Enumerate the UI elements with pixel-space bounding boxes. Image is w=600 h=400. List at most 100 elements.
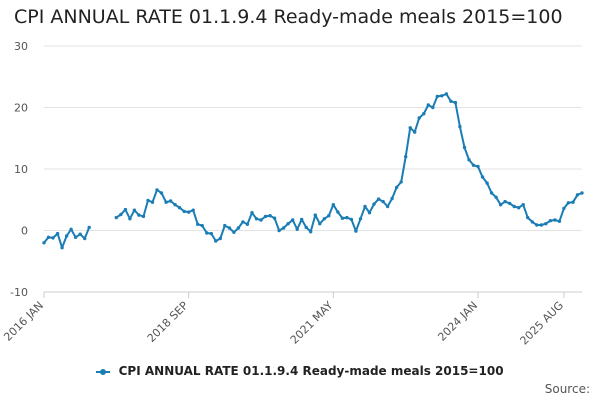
data-point[interactable] [209, 231, 213, 236]
data-point[interactable] [376, 197, 381, 201]
data-point[interactable] [399, 180, 403, 184]
data-point[interactable] [322, 217, 326, 221]
data-point[interactable] [277, 228, 281, 233]
data-point[interactable] [137, 213, 141, 217]
data-point[interactable] [494, 195, 498, 199]
data-point[interactable] [354, 229, 358, 233]
data-point[interactable] [78, 232, 82, 236]
data-point[interactable] [214, 239, 218, 243]
data-point[interactable] [309, 230, 313, 234]
data-point[interactable] [182, 209, 186, 214]
data-point[interactable] [453, 100, 458, 105]
data-point[interactable] [318, 222, 322, 226]
data-point[interactable] [458, 124, 462, 129]
data-point[interactable] [191, 208, 195, 212]
data-point[interactable] [566, 201, 571, 205]
data-point[interactable] [498, 203, 503, 207]
data-point[interactable] [69, 227, 73, 231]
data-point[interactable] [114, 215, 119, 220]
data-point[interactable] [227, 226, 232, 230]
data-point[interactable] [259, 218, 263, 222]
data-point[interactable] [535, 223, 539, 227]
data-point[interactable] [385, 204, 390, 209]
data-point[interactable] [223, 223, 227, 228]
data-point[interactable] [435, 94, 439, 99]
data-point[interactable] [476, 164, 480, 169]
data-point[interactable] [164, 200, 168, 204]
data-point[interactable] [367, 211, 372, 215]
data-point[interactable] [408, 126, 412, 130]
data-point[interactable] [218, 236, 222, 241]
data-point[interactable] [521, 203, 525, 207]
data-point[interactable] [571, 200, 575, 204]
data-point[interactable] [250, 211, 254, 215]
data-point[interactable] [236, 226, 241, 230]
data-point[interactable] [390, 196, 394, 201]
data-point[interactable] [42, 241, 46, 245]
data-point[interactable] [381, 199, 385, 204]
data-point[interactable] [358, 217, 363, 221]
data-point[interactable] [462, 145, 467, 150]
data-point[interactable] [449, 99, 453, 104]
data-point[interactable] [241, 220, 245, 224]
data-point[interactable] [413, 130, 417, 134]
data-point[interactable] [512, 204, 516, 209]
data-point[interactable] [526, 215, 530, 220]
data-point[interactable] [580, 191, 584, 195]
data-point[interactable] [286, 222, 290, 226]
data-point[interactable] [349, 217, 354, 222]
data-point[interactable] [83, 236, 87, 241]
data-point[interactable] [440, 94, 444, 98]
data-point[interactable] [46, 235, 51, 239]
data-point[interactable] [281, 226, 286, 230]
data-point[interactable] [503, 199, 507, 204]
data-point[interactable] [263, 214, 268, 219]
data-point[interactable] [340, 216, 345, 220]
data-point[interactable] [530, 220, 534, 224]
data-point[interactable] [485, 181, 489, 185]
data-point[interactable] [295, 227, 299, 231]
data-point[interactable] [146, 198, 150, 203]
data-point[interactable] [372, 202, 376, 206]
data-point[interactable] [331, 203, 335, 207]
data-point[interactable] [426, 103, 430, 107]
data-point[interactable] [327, 214, 331, 218]
data-point[interactable] [557, 219, 562, 223]
data-point[interactable] [177, 206, 182, 210]
data-point[interactable] [422, 112, 426, 116]
data-point[interactable] [51, 236, 55, 240]
data-point[interactable] [548, 219, 553, 223]
data-point[interactable] [200, 223, 204, 228]
data-point[interactable] [508, 201, 512, 206]
data-point[interactable] [539, 223, 543, 227]
data-point[interactable] [417, 116, 421, 120]
data-point[interactable] [173, 203, 177, 207]
data-point[interactable] [480, 175, 485, 179]
data-point[interactable] [141, 214, 146, 219]
data-point[interactable] [168, 199, 173, 203]
data-point[interactable] [544, 222, 548, 226]
data-point[interactable] [517, 206, 521, 210]
data-point[interactable] [404, 155, 408, 159]
data-point[interactable] [155, 188, 159, 192]
data-point[interactable] [196, 222, 200, 226]
data-point[interactable] [119, 212, 123, 217]
data-point[interactable] [232, 230, 236, 234]
data-point[interactable] [489, 191, 494, 195]
data-point[interactable] [272, 216, 277, 220]
data-point[interactable] [562, 206, 566, 211]
data-point[interactable] [336, 210, 340, 214]
data-point[interactable] [205, 231, 209, 235]
data-point[interactable] [132, 208, 137, 212]
data-point[interactable] [575, 193, 580, 197]
data-point[interactable] [268, 214, 272, 218]
data-point[interactable] [345, 215, 349, 220]
data-point[interactable] [313, 213, 317, 217]
data-point[interactable] [394, 185, 399, 190]
data-point[interactable] [55, 231, 60, 236]
data-point[interactable] [363, 204, 367, 209]
data-point[interactable] [128, 217, 132, 221]
data-point[interactable] [150, 200, 155, 204]
data-point[interactable] [304, 225, 308, 230]
data-point[interactable] [431, 105, 435, 110]
